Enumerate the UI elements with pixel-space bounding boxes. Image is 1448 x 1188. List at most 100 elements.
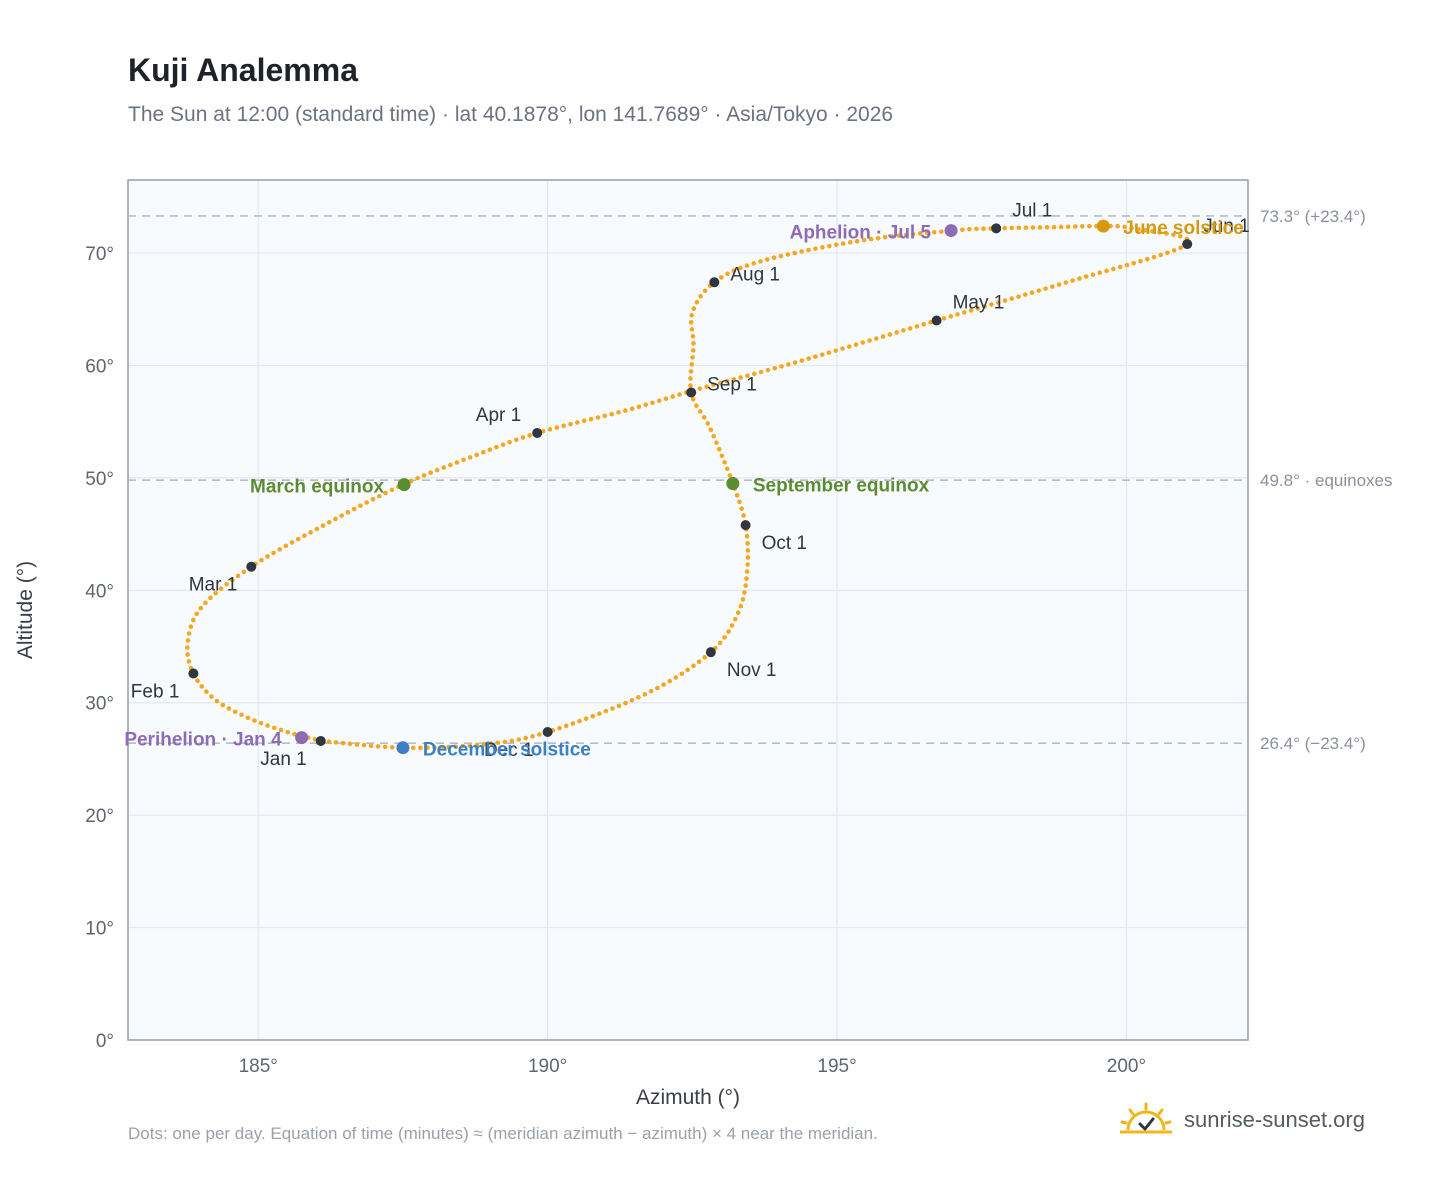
daily-sun-dot: [655, 685, 660, 691]
daily-sun-dot: [1030, 225, 1036, 230]
daily-sun-dot: [1080, 224, 1085, 229]
daily-sun-dot: [739, 506, 744, 511]
daily-sun-dot: [928, 320, 933, 325]
daily-sun-dot: [241, 569, 247, 575]
daily-sun-dot: [361, 742, 367, 748]
daily-sun-dot: [283, 543, 289, 549]
daily-sun-dot: [308, 530, 313, 535]
daily-sun-dot: [1002, 298, 1008, 303]
daily-sun-dot: [258, 720, 264, 726]
month-marker-label: Apr 1: [476, 405, 521, 426]
daily-sun-dot: [583, 716, 589, 721]
daily-sun-dot: [741, 513, 746, 518]
daily-sun-dot: [874, 336, 879, 341]
daily-sun-dot: [636, 404, 642, 410]
daily-sun-dot: [351, 506, 357, 512]
daily-sun-dot: [833, 242, 839, 248]
daily-sun-dot: [1151, 254, 1157, 260]
daily-sun-dot: [376, 493, 382, 499]
daily-sun-dot: [744, 534, 750, 539]
daily-sun-dot: [813, 246, 818, 251]
event-marker-dot: [295, 731, 309, 745]
event-label: September equinox: [753, 476, 930, 497]
daily-sun-dot: [910, 231, 916, 237]
daily-sun-dot: [527, 432, 532, 438]
daily-sun-dot: [1063, 280, 1069, 285]
daily-sun-dot: [1056, 282, 1062, 287]
y-axis-label: Altitude (°): [14, 561, 37, 659]
daily-sun-dot: [259, 557, 264, 563]
daily-sun-dot: [989, 302, 994, 307]
daily-sun-dot: [705, 421, 711, 426]
daily-sun-dot: [967, 226, 972, 232]
daily-sun-dot: [364, 500, 369, 505]
daily-sun-dot: [690, 333, 696, 339]
daily-sun-dot: [907, 326, 913, 331]
daily-sun-dot: [764, 257, 770, 262]
daily-sun-dot: [314, 526, 320, 532]
daily-sun-dot: [1070, 278, 1075, 283]
x-tick-label: 195°: [817, 1056, 856, 1077]
month-marker-label: Sep 1: [707, 374, 757, 395]
daily-sun-dot: [480, 450, 486, 455]
daily-sun-dot: [461, 457, 466, 463]
daily-sun-dot: [186, 631, 192, 636]
daily-sun-dot: [1083, 274, 1089, 279]
daily-sun-dot: [968, 308, 974, 313]
daily-sun-dot: [731, 377, 737, 382]
daily-sun-dot: [214, 698, 220, 704]
daily-sun-dot: [827, 243, 832, 249]
plot-frame: [127, 179, 1249, 1041]
daily-sun-dot: [467, 455, 473, 460]
y-tick-label: 30°: [85, 694, 114, 715]
daily-sun-dot: [595, 415, 601, 420]
month-marker-dot: [686, 387, 697, 398]
daily-sun-dot: [186, 659, 192, 664]
daily-sun-dot: [1177, 234, 1183, 239]
daily-sun-dot: [981, 226, 986, 231]
daily-sun-dot: [689, 312, 694, 318]
daily-sun-dot: [1087, 223, 1092, 229]
daily-sun-dot: [339, 513, 344, 518]
daily-sun-dot: [570, 721, 576, 726]
y-tick-label: 20°: [85, 806, 114, 827]
daily-sun-dot: [502, 739, 508, 745]
daily-sun-dot: [184, 645, 190, 650]
daily-sun-dot: [722, 459, 727, 465]
daily-sun-dot: [446, 744, 451, 750]
daily-sun-dot: [411, 745, 416, 751]
y-tick-label: 60°: [85, 356, 114, 377]
daily-sun-dot: [568, 421, 573, 427]
daily-sun-dot: [975, 306, 981, 311]
y-tick-label: 50°: [85, 469, 114, 490]
daily-sun-dot: [840, 241, 846, 246]
daily-sun-dot: [495, 740, 501, 746]
daily-sun-dot: [537, 732, 542, 737]
reference-line-label: 26.4° (−23.4°): [1260, 734, 1366, 753]
daily-sun-dot: [702, 655, 708, 660]
brand-logo[interactable]: sunrise-sunset.org: [1120, 1102, 1365, 1138]
daily-sun-dot: [677, 392, 682, 397]
daily-sun-dot: [667, 678, 673, 684]
daily-sun-dot: [716, 446, 722, 452]
daily-sun-dot: [813, 354, 818, 359]
daily-sun-dot: [740, 597, 746, 602]
daily-sun-dot: [903, 232, 909, 238]
daily-sun-dot: [1043, 286, 1048, 291]
daily-sun-dot: [460, 743, 466, 749]
daily-sun-dot: [509, 738, 515, 744]
daily-sun-dot: [724, 466, 730, 472]
daily-sun-dot: [265, 554, 270, 559]
daily-sun-dot: [887, 332, 893, 337]
daily-sun-dot: [714, 440, 719, 446]
y-tick-label: 40°: [85, 581, 114, 602]
y-tick-label: 10°: [85, 919, 114, 940]
daily-sun-dot: [656, 398, 662, 404]
daily-sun-dot: [213, 590, 219, 596]
daily-sun-dot: [661, 682, 666, 687]
daily-sun-dot: [691, 663, 696, 669]
daily-sun-dot: [415, 475, 420, 481]
daily-sun-dot: [220, 702, 226, 708]
daily-sun-dot: [1009, 296, 1015, 301]
daily-sun-dot: [698, 293, 703, 299]
